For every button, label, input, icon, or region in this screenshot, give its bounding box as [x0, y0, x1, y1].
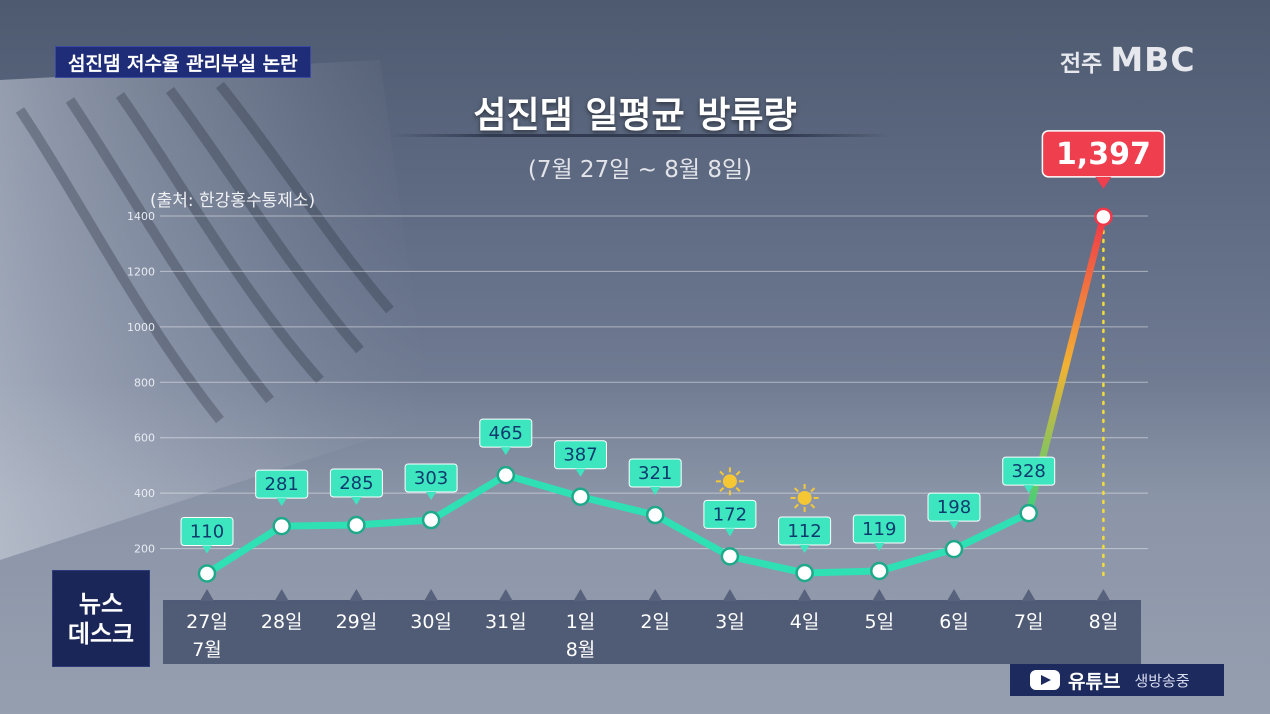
y-tick-label: 800	[134, 376, 155, 389]
youtube-play-icon	[1030, 670, 1060, 690]
peak-label-pointer	[1095, 176, 1112, 189]
x-month-label: 7월	[192, 639, 222, 661]
value-label-pointer	[500, 447, 511, 456]
y-tick-label: 1000	[127, 321, 155, 334]
youtube-label: 유튜브	[1068, 670, 1121, 693]
value-label-pointer	[202, 545, 212, 554]
sun-icon	[790, 483, 819, 512]
data-point	[496, 465, 516, 485]
x-tick-label: 7일	[1014, 611, 1044, 633]
station-logo: 전주 MBC	[1060, 40, 1196, 79]
x-tick-marker	[498, 589, 513, 601]
x-tick-label: 6일	[939, 611, 969, 633]
value-label: 281	[265, 474, 299, 495]
data-point	[571, 487, 590, 506]
x-tick-label: 5일	[865, 611, 895, 633]
y-tick-label: 1400	[127, 210, 155, 223]
series-line	[203, 471, 1033, 578]
news-topic-banner: 섬진댐 저수율 관리부실 논란	[55, 46, 311, 78]
title-underline	[390, 134, 890, 137]
data-point	[1019, 503, 1038, 523]
data-point	[795, 563, 814, 583]
logo-region: 전주	[1060, 51, 1103, 77]
x-tick-marker	[1021, 589, 1036, 601]
value-label: 110	[190, 522, 224, 543]
y-tick-label: 200	[134, 543, 155, 556]
value-label: 328	[1012, 461, 1046, 482]
x-tick-marker	[947, 589, 961, 601]
x-tick-marker	[200, 589, 214, 601]
data-point	[944, 539, 964, 559]
x-tick-label: 30일	[410, 611, 452, 633]
x-tick-label: 3일	[715, 611, 745, 633]
data-point	[347, 515, 366, 535]
value-label: 172	[713, 504, 747, 525]
x-tick-marker	[1096, 589, 1111, 601]
value-label-pointer	[724, 528, 735, 537]
x-tick-marker	[797, 589, 812, 601]
value-label-pointer	[650, 487, 661, 496]
news-desk-badge: 뉴스 데스크	[52, 570, 150, 667]
peak-value-label: 1,397	[1056, 137, 1151, 172]
x-tick-label: 28일	[261, 611, 303, 633]
value-label: 387	[563, 445, 597, 466]
x-tick-marker	[349, 589, 364, 601]
data-point	[421, 510, 441, 530]
youtube-status: 생방송중	[1134, 671, 1190, 690]
chart-source: (출처: 한강홍수통제소)	[150, 191, 316, 211]
news-badge-line1: 뉴스	[78, 589, 124, 618]
x-tick-label: 2일	[640, 611, 670, 633]
value-label-pointer	[575, 468, 586, 477]
value-label-pointer	[874, 543, 885, 552]
sun-icon	[715, 467, 744, 496]
peak-label-box	[1041, 130, 1166, 178]
data-point	[272, 516, 291, 536]
x-tick-label: 8일	[1089, 611, 1119, 633]
x-month-label: 8월	[566, 639, 596, 661]
x-tick-label: 4일	[790, 611, 820, 633]
value-label: 465	[489, 423, 523, 444]
x-tick-label: 1일	[566, 611, 596, 633]
y-tick-label: 600	[134, 432, 155, 445]
value-label: 198	[937, 497, 971, 518]
value-label-pointer	[351, 497, 362, 506]
x-tick-marker	[424, 589, 439, 601]
x-tick-marker	[648, 589, 663, 601]
value-label: 321	[638, 463, 672, 484]
data-point	[720, 547, 740, 566]
value-label-pointer	[799, 544, 810, 553]
y-tick-label: 1200	[127, 265, 155, 278]
logo-brand: MBC	[1110, 40, 1196, 79]
x-tick-marker	[274, 589, 289, 601]
chart-subtitle: (7월 27일 ~ 8월 8일)	[527, 157, 753, 183]
value-label-pointer	[1023, 485, 1034, 494]
peak-point	[1094, 207, 1113, 227]
data-point	[870, 561, 889, 581]
value-label: 112	[787, 521, 821, 542]
x-tick-label: 27일	[186, 611, 228, 633]
x-axis-band	[163, 600, 1141, 664]
value-label-pointer	[949, 521, 959, 530]
y-tick-label: 400	[134, 487, 155, 500]
value-label-pointer	[426, 492, 437, 501]
x-tick-marker	[722, 589, 737, 601]
data-point	[197, 564, 217, 583]
value-label-pointer	[276, 498, 287, 507]
news-badge-line2: 데스크	[67, 619, 135, 648]
chart-title: 섬진댐 일평균 방류량	[473, 95, 797, 136]
value-label: 119	[862, 519, 896, 540]
value-label: 303	[414, 468, 448, 489]
data-point	[645, 505, 665, 525]
value-label: 285	[339, 473, 373, 494]
x-tick-marker	[573, 589, 588, 601]
x-tick-label: 31일	[485, 611, 527, 633]
youtube-live-banner: 유튜브 생방송중	[1010, 664, 1224, 696]
x-tick-marker	[872, 589, 887, 601]
x-tick-label: 29일	[336, 611, 378, 633]
